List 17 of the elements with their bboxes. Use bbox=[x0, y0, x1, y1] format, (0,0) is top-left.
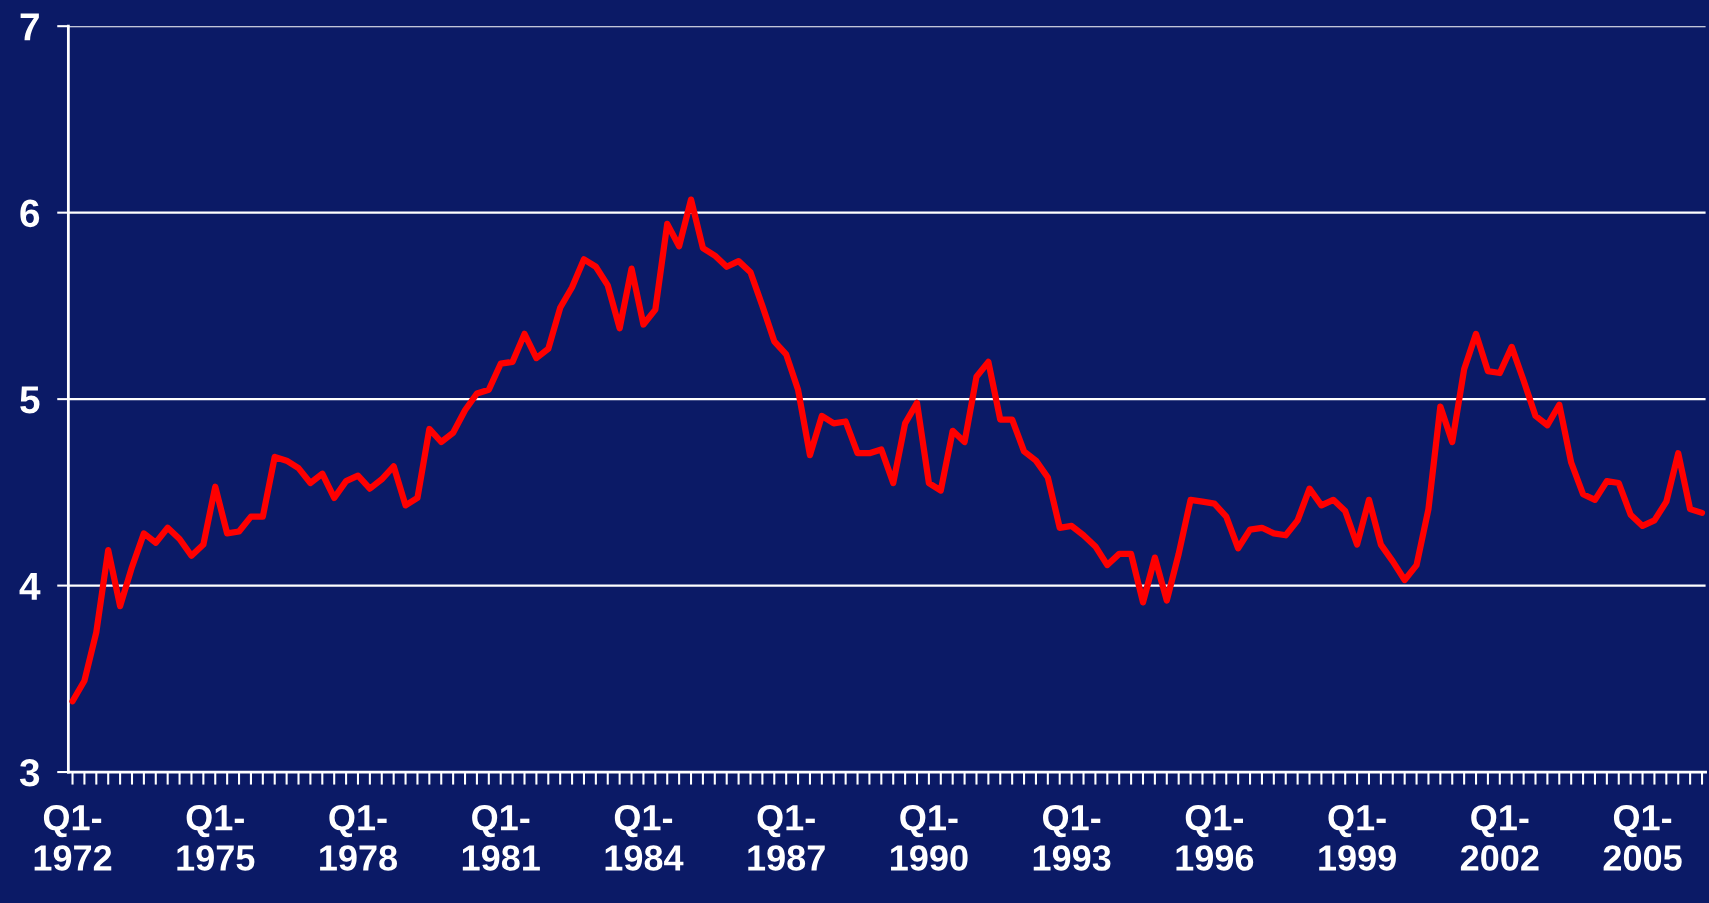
y-tick-label: 3 bbox=[19, 759, 40, 787]
x-tick-label: Q1- 1975 bbox=[177, 804, 255, 871]
y-tick-label: 7 bbox=[20, 13, 39, 41]
x-tick-label: Q1- 1999 bbox=[1319, 804, 1396, 871]
x-tick-label: Q1- 1990 bbox=[891, 804, 968, 871]
x-tick-label: Q1- 1987 bbox=[748, 804, 825, 871]
x-tick-label: Q1- 1993 bbox=[1033, 804, 1111, 871]
x-tick-label: Q1- 1978 bbox=[320, 804, 398, 871]
x-tick-label: Q1- 2005 bbox=[1603, 804, 1682, 871]
x-tick-label: Q1- 1972 bbox=[34, 804, 112, 871]
x-tick-label: Q1- 2002 bbox=[1460, 804, 1539, 871]
x-tick-label: Q1- 1981 bbox=[462, 804, 540, 871]
y-tick-label: 4 bbox=[19, 572, 41, 600]
y-tick-label: 5 bbox=[20, 386, 40, 414]
y-tick-label: 6 bbox=[20, 199, 40, 228]
x-tick-label: Q1- 1984 bbox=[605, 804, 684, 871]
x-tick-label: Q1- 1996 bbox=[1176, 804, 1254, 871]
